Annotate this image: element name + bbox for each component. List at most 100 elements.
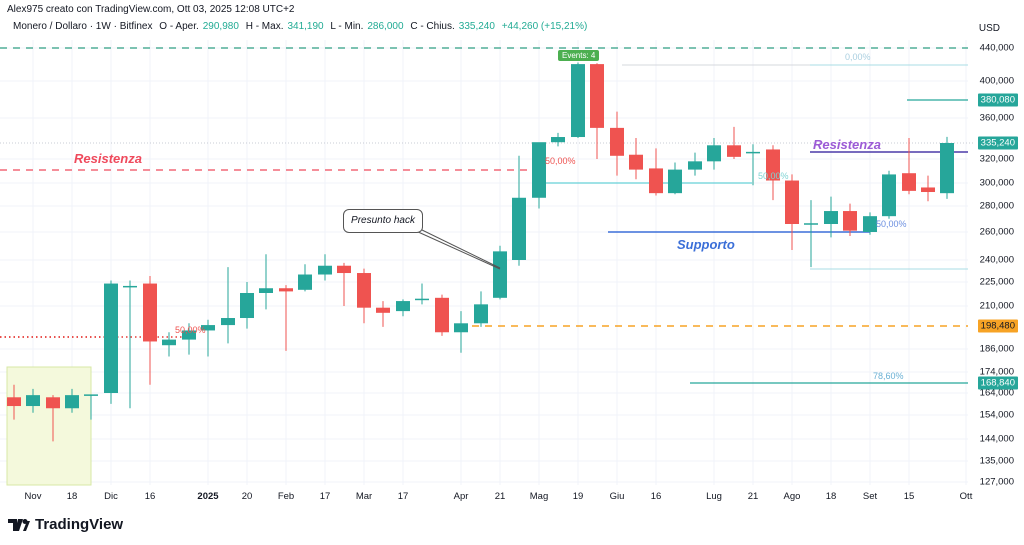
logo-text: TradingView (35, 516, 124, 533)
candle[interactable] (610, 111, 624, 176)
candle[interactable] (435, 294, 449, 336)
candle[interactable] (532, 142, 546, 209)
symbol-name[interactable]: Monero / Dollaro · 1W · Bitfinex (13, 21, 153, 32)
fib-50-label-c: 50,00% (758, 171, 789, 181)
candle[interactable] (318, 254, 332, 281)
candle-body (649, 168, 663, 194)
candle[interactable] (201, 319, 215, 357)
candle-body (435, 297, 449, 333)
time-tick-label: Ago (783, 491, 801, 502)
candle[interactable] (921, 175, 935, 202)
support-label: Supporto (677, 237, 735, 252)
candle-body (396, 301, 410, 312)
hack-callout[interactable]: Presunto hack (343, 209, 423, 233)
price-tick-label: 320,000 (979, 153, 1014, 165)
candle[interactable] (668, 162, 682, 195)
candle[interactable] (766, 145, 780, 201)
candle[interactable] (571, 62, 585, 139)
candle-body (629, 154, 643, 170)
resistance-right-label: Resistenza (813, 137, 881, 152)
grid-lines (0, 40, 975, 485)
candle-body (454, 323, 468, 333)
candle-body (26, 395, 40, 407)
candle[interactable] (396, 299, 410, 317)
candle-body (843, 211, 857, 231)
candle[interactable] (688, 152, 702, 176)
candle[interactable] (590, 63, 604, 159)
time-tick-label: 2025 (197, 491, 219, 502)
candle[interactable] (357, 268, 371, 324)
tradingview-logo[interactable]: TradingView (8, 516, 123, 533)
candle-body (766, 149, 780, 181)
candle[interactable] (629, 138, 643, 180)
candle-body (707, 145, 721, 162)
candle[interactable] (824, 196, 838, 238)
candle-body (240, 292, 254, 319)
candle[interactable] (551, 132, 565, 147)
time-tick-label: 18 (66, 491, 78, 502)
candle-body (610, 127, 624, 156)
candle[interactable] (649, 148, 663, 196)
time-tick-label: Mar (355, 491, 373, 502)
candle[interactable] (415, 283, 429, 305)
candle[interactable] (221, 267, 235, 344)
price-tick-label: 186,000 (979, 343, 1014, 355)
price-tick-label: 127,000 (979, 476, 1014, 488)
events-badge[interactable]: Events: 4 (558, 50, 600, 61)
candle[interactable] (746, 144, 760, 186)
candle[interactable] (337, 262, 351, 306)
candle-body (727, 145, 741, 157)
candle-body (688, 161, 702, 170)
candle[interactable] (26, 388, 40, 413)
candle-body (590, 64, 604, 128)
candle[interactable] (785, 174, 799, 250)
time-tick-label: 18 (825, 491, 837, 502)
time-tick-label: 16 (144, 491, 156, 502)
candle[interactable] (940, 136, 954, 199)
candle[interactable] (454, 311, 468, 353)
candle[interactable] (84, 394, 98, 420)
candle[interactable] (104, 280, 118, 404)
fib-786-label: 78,60% (873, 371, 904, 381)
candle[interactable] (143, 275, 157, 385)
candle[interactable] (240, 282, 254, 329)
candle[interactable] (7, 384, 21, 420)
candle[interactable] (727, 126, 741, 159)
candle[interactable] (46, 395, 60, 442)
fib-50-label-d: 50,00% (876, 219, 907, 229)
candle[interactable] (512, 155, 526, 266)
candle[interactable] (376, 301, 390, 327)
time-tick-label: Apr (453, 491, 469, 502)
time-tick-label: 15 (903, 491, 915, 502)
candle[interactable] (279, 285, 293, 351)
price-tick-label: 225,000 (979, 276, 1014, 288)
candle[interactable] (474, 291, 488, 327)
candle-body (162, 339, 176, 346)
candle[interactable] (707, 138, 721, 170)
candle-body (182, 330, 196, 340)
change-value: +44,260 (+15,21%) (501, 21, 588, 32)
candle[interactable] (182, 323, 196, 355)
candle[interactable] (162, 332, 176, 357)
candle[interactable] (123, 280, 137, 409)
highlight-zone (6, 366, 92, 486)
candle[interactable] (902, 138, 916, 195)
candle[interactable] (804, 200, 818, 268)
candle[interactable] (863, 212, 877, 235)
candlesticks (7, 62, 954, 442)
candle[interactable] (259, 254, 273, 310)
candle[interactable] (298, 264, 312, 292)
price-tag: 380,080 (977, 93, 1018, 107)
candle[interactable] (493, 245, 507, 300)
candle[interactable] (882, 170, 896, 219)
candle[interactable] (843, 203, 857, 237)
price-tick-label: 360,000 (979, 112, 1014, 124)
time-tick-label: Lug (706, 491, 722, 502)
time-tick-label: Dic (104, 491, 118, 502)
time-tick-label: Ott (959, 491, 973, 502)
price-tag: 335,240 (977, 136, 1018, 150)
time-tick-label: 17 (319, 491, 331, 502)
candle[interactable] (65, 388, 79, 413)
candle-body (259, 288, 273, 293)
